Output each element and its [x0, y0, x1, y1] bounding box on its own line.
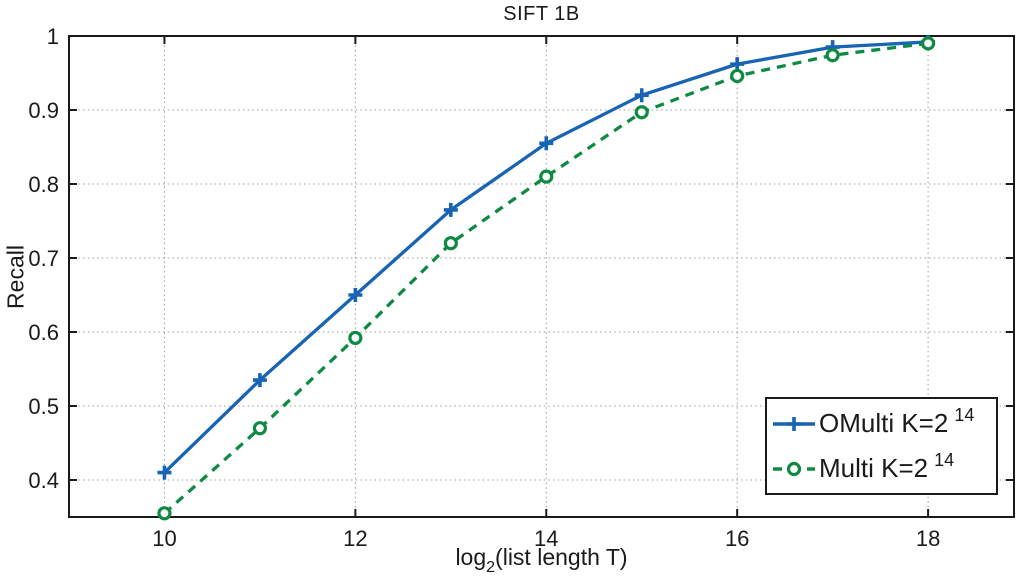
- axis-box: [68, 35, 1015, 518]
- legend-label: OMulti K=2 14: [819, 405, 975, 439]
- x-tick-label: 12: [343, 526, 367, 551]
- circle-marker-icon: [920, 36, 936, 51]
- y-tick-label: 0.5: [28, 394, 59, 419]
- circle-marker-icon: [348, 330, 363, 346]
- plus-marker-icon: [539, 136, 554, 151]
- x-axis-label-subscript: 2: [486, 559, 496, 576]
- x-tick-label: 10: [152, 526, 176, 551]
- x-tick-label: 18: [916, 526, 940, 551]
- series-line-multi: [163, 41, 929, 515]
- plus-marker-icon: [157, 465, 172, 480]
- legend-label-superscript: 14: [934, 450, 955, 470]
- legend: OMulti K=2 14 Multi K=2 14: [765, 397, 998, 495]
- circle-marker-icon: [539, 169, 554, 184]
- x-axis-label-text: (list length T): [495, 544, 628, 570]
- x-axis-label: log2(list length T): [69, 544, 1014, 576]
- plus-marker-icon: [787, 416, 801, 431]
- y-tick-label: 0.4: [28, 468, 59, 493]
- y-tick-label: 1: [47, 24, 59, 49]
- y-tick-label: 0.8: [28, 172, 59, 197]
- x-axis-label-text: log: [455, 544, 487, 570]
- legend-swatch-multi: [773, 461, 815, 476]
- legend-label-text: Multi K=2: [819, 453, 929, 483]
- plus-marker-icon: [634, 88, 649, 103]
- circle-marker-icon: [443, 236, 458, 251]
- circle-marker-icon: [157, 506, 172, 521]
- plus-marker-icon: [252, 373, 267, 388]
- circle-marker-icon: [252, 421, 268, 436]
- y-tick-label: 0.7: [28, 246, 59, 271]
- circle-marker-icon: [634, 105, 649, 120]
- legend-swatch-omulti: [773, 416, 815, 431]
- plus-marker-icon: [443, 202, 458, 217]
- x-tick-label: 14: [534, 526, 558, 551]
- plus-marker-icon: [348, 288, 363, 302]
- legend-label: Multi K=2 14: [819, 450, 955, 484]
- y-axis-label: Recall: [2, 245, 29, 309]
- circle-marker-icon: [786, 461, 802, 476]
- plus-marker-icon: [730, 57, 745, 72]
- circle-marker-icon: [825, 48, 840, 63]
- x-tick-label: 16: [725, 526, 749, 551]
- circle-marker-icon: [730, 68, 745, 84]
- y-tick-label: 0.6: [28, 320, 59, 345]
- legend-label-superscript: 14: [954, 405, 975, 425]
- legend-entry-multi: Multi K=2 14: [771, 447, 992, 491]
- legend-label-text: OMulti K=2: [819, 408, 949, 438]
- chart-title: SIFT 1B: [503, 3, 580, 25]
- legend-entry-omulti: OMulti K=2 14: [771, 402, 992, 446]
- y-tick-label: 0.9: [28, 98, 59, 123]
